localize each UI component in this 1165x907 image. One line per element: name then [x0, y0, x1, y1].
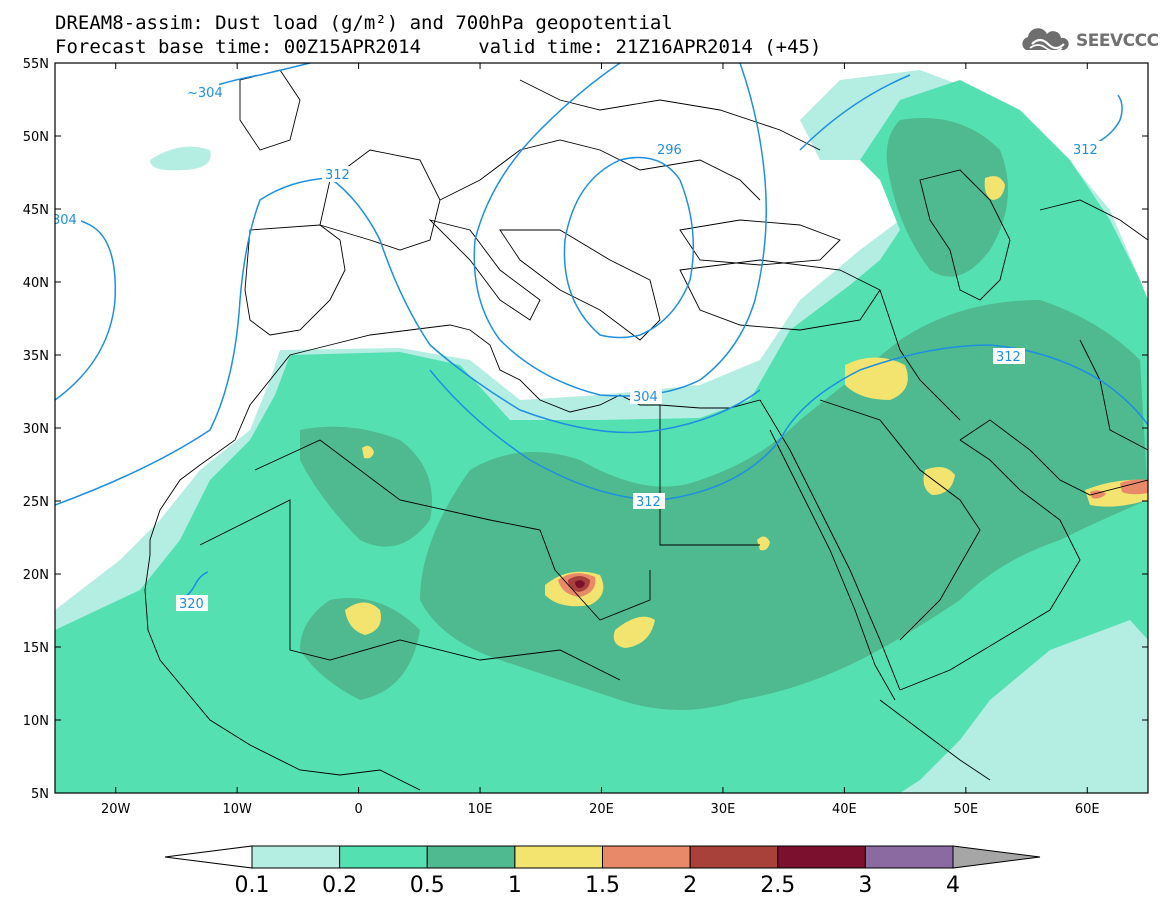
lat-label: 35N	[23, 349, 49, 364]
map-title: DREAM8-assim: Dust load (g/m²) and 700hP…	[55, 12, 673, 34]
colorbar-swatch	[514, 845, 603, 869]
map-body: ~304 304 312 296 312 304 312 312 320	[52, 63, 1148, 793]
caspian	[919, 169, 1011, 301]
border-mali-alg	[254, 439, 541, 531]
contour-label: 320	[179, 597, 204, 612]
red-sea-east	[759, 399, 901, 691]
colorbar-swatch	[251, 845, 341, 869]
lat-label: 5N	[31, 787, 49, 802]
border-arabia	[819, 399, 981, 641]
colorbar-label: 3	[858, 873, 872, 898]
colorbar-label: 0.1	[235, 873, 270, 898]
colorbar-label: 1	[508, 873, 522, 898]
map-subtitle-times: Forecast base time: 00Z15APR2014 valid t…	[55, 36, 822, 58]
colorbar-swatch	[602, 845, 691, 869]
lat-label: 50N	[23, 130, 49, 145]
contour-label: 296	[657, 143, 682, 158]
persian-gulf	[959, 419, 1148, 496]
lat-label: 20N	[23, 568, 49, 583]
dust-0.5-1-region	[300, 118, 1148, 710]
lon-label: 40E	[832, 802, 857, 817]
colorbar-high-arrow	[952, 845, 1041, 869]
colorbar-swatch	[864, 845, 954, 869]
border-central-asia	[1039, 199, 1148, 241]
contour-304-central	[473, 63, 621, 341]
cloud-logo-icon	[1022, 28, 1069, 52]
contour-label: 304	[198, 86, 223, 101]
colorbar-label: 1.5	[585, 873, 620, 898]
colorbar-label: 0.2	[322, 873, 357, 898]
horn-of-africa	[879, 699, 991, 781]
dust-1-1.5-region	[345, 176, 1148, 648]
border-libya-egypt	[659, 405, 760, 546]
lon-label: 10W	[222, 802, 252, 817]
colorbar-label: 4	[946, 873, 960, 898]
lon-label: 50E	[953, 802, 978, 817]
dust-2.5-3-region	[575, 580, 585, 588]
west-africa-coast	[144, 554, 421, 791]
black-sea	[679, 219, 841, 266]
contour-label: 304	[52, 213, 77, 228]
contour-304-east	[499, 63, 767, 397]
border-iran-east	[1079, 339, 1148, 451]
contour-label: 312	[1073, 143, 1098, 158]
lon-label: 30E	[711, 802, 736, 817]
seevccc-logo: SEEVCCC	[1018, 28, 1159, 54]
logo-text: SEEVCCC	[1076, 31, 1159, 51]
contour-label: 312	[996, 350, 1021, 365]
colorbar-swatch	[426, 845, 516, 869]
lon-label: 60E	[1075, 802, 1100, 817]
arabia-coast	[899, 439, 1081, 691]
colorbar-label: 2.5	[760, 873, 795, 898]
colorbar-swatch	[689, 845, 779, 869]
lat-label: 15N	[23, 641, 49, 656]
colorbar-swatch	[777, 845, 866, 869]
lon-label: 20W	[101, 802, 131, 817]
turkey	[679, 259, 881, 331]
colorbar-low-arrow	[164, 845, 253, 869]
contour-label: 312	[325, 168, 350, 183]
colorbar-swatch	[339, 845, 428, 869]
iberia	[244, 224, 346, 336]
contour-312-west	[55, 177, 761, 506]
contour-label: 304	[633, 390, 658, 405]
latitude-axis: 55N 50N 45N 40N 35N 30N 25N 20N 15N 10N 5N	[23, 57, 1148, 802]
colorbar-label: 2	[683, 873, 697, 898]
contour-312-arc	[799, 74, 911, 151]
contour-value-labels: ~304 304 312 296 312 304 312 312 320	[52, 84, 1101, 612]
lat-label: 55N	[23, 57, 49, 72]
border-europe	[439, 139, 761, 201]
contour-296-balkans	[563, 156, 695, 339]
lat-label: 10N	[23, 714, 49, 729]
contour-label: 312	[636, 495, 661, 510]
lat-label: 40N	[23, 276, 49, 291]
colorbar-label: 0.5	[410, 873, 445, 898]
border-sahel	[199, 499, 621, 681]
lat-label: 30N	[23, 422, 49, 437]
coastlines-and-borders	[144, 69, 1148, 791]
contour-312-south	[429, 344, 1148, 501]
longitude-axis: 20W 10W 0 10E 20E 30E 40E 50E 60E	[101, 63, 1100, 817]
red-sea-west	[769, 429, 896, 701]
border-iraq-iran	[879, 289, 961, 421]
lat-label: 25N	[23, 495, 49, 510]
lon-label: 20E	[589, 802, 614, 817]
svg-text:~304: ~304	[187, 86, 223, 101]
lon-label: 10E	[468, 802, 493, 817]
lon-label: 0	[354, 802, 362, 817]
border-east-europe	[519, 79, 821, 151]
colorbar: 0.1 0.2 0.5 1 1.5 2 2.5 3 4	[164, 845, 1041, 898]
border-chad-sudan	[539, 529, 651, 621]
lat-label: 45N	[23, 203, 49, 218]
